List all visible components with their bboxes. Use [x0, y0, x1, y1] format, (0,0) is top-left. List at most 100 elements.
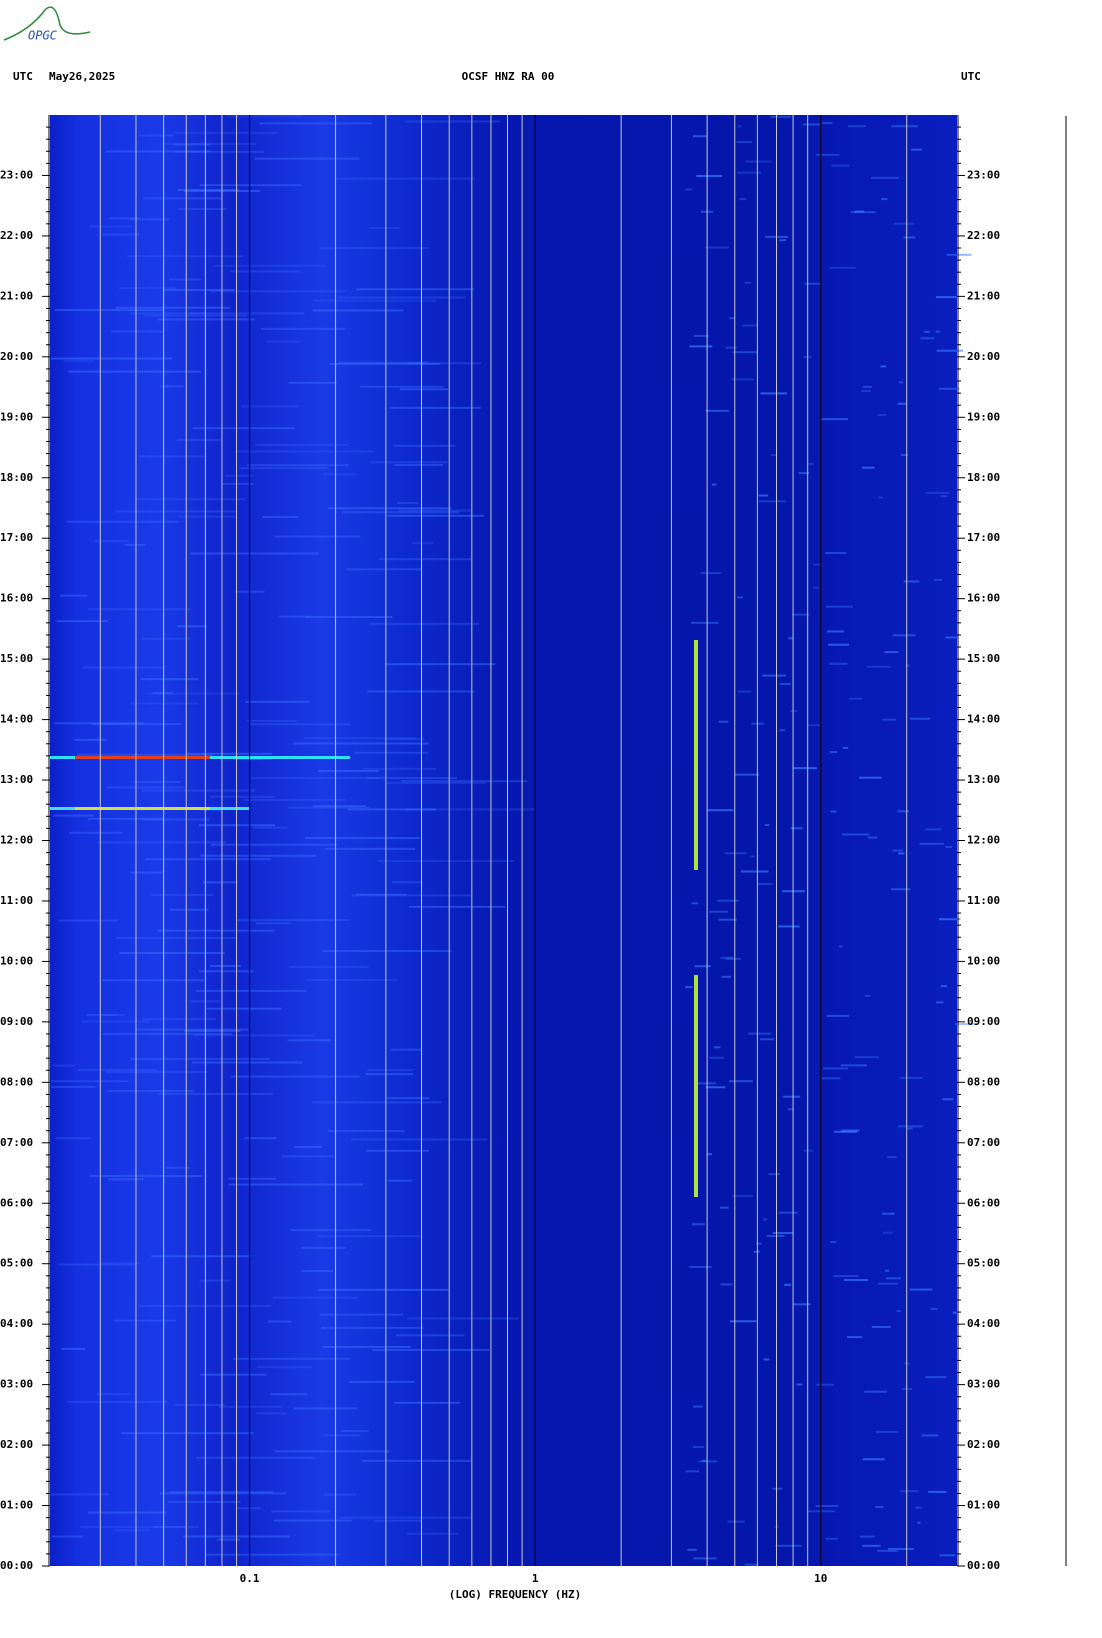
- texture: [210, 964, 241, 967]
- texture: [709, 910, 729, 913]
- texture: [770, 115, 792, 118]
- texture: [102, 233, 140, 236]
- texture: [189, 1000, 220, 1003]
- texture: [82, 666, 166, 669]
- texture: [255, 922, 291, 925]
- texture: [217, 1538, 240, 1541]
- texture: [177, 515, 237, 518]
- texture: [829, 751, 838, 754]
- texture: [729, 1320, 757, 1323]
- texture: [827, 630, 844, 633]
- texture: [766, 1234, 785, 1237]
- texture: [864, 1390, 887, 1393]
- y-tick-label: 23:00: [0, 168, 33, 181]
- texture: [935, 296, 957, 299]
- texture: [301, 1246, 346, 1249]
- texture: [366, 1149, 429, 1152]
- texture: [384, 663, 496, 666]
- texture: [88, 608, 191, 611]
- texture: [103, 1032, 233, 1035]
- texture: [107, 1090, 195, 1093]
- x-tick-label: 0.1: [240, 1572, 260, 1585]
- texture: [195, 989, 307, 992]
- texture: [294, 1145, 322, 1148]
- texture: [866, 665, 891, 668]
- texture: [131, 871, 164, 874]
- feature: [75, 807, 210, 810]
- texture: [348, 1380, 415, 1383]
- texture: [247, 464, 349, 467]
- texture: [830, 810, 837, 813]
- texture: [739, 198, 747, 201]
- texture: [160, 385, 184, 388]
- texture: [778, 1211, 798, 1214]
- texture: [886, 1277, 901, 1280]
- texture: [193, 1034, 315, 1037]
- texture: [338, 361, 428, 364]
- texture: [790, 827, 803, 830]
- y-tick-label: 02:00: [967, 1438, 1000, 1451]
- texture: [290, 1229, 371, 1232]
- texture: [763, 1218, 767, 1221]
- texture: [689, 345, 713, 348]
- texture: [253, 826, 288, 829]
- texture: [940, 495, 948, 498]
- texture: [831, 164, 850, 167]
- feature: [694, 975, 698, 1197]
- texture: [798, 472, 810, 475]
- texture: [190, 552, 319, 555]
- texture: [81, 1020, 150, 1023]
- texture: [121, 1432, 254, 1435]
- texture: [346, 568, 422, 571]
- texture: [833, 1275, 859, 1278]
- texture: [89, 225, 132, 228]
- texture: [946, 253, 972, 256]
- texture: [66, 520, 179, 523]
- texture: [50, 1493, 109, 1496]
- y-tick-label: 09:00: [0, 1015, 33, 1028]
- texture: [114, 1529, 150, 1532]
- texture: [94, 540, 129, 543]
- texture: [118, 287, 177, 290]
- texture: [214, 264, 326, 267]
- texture: [763, 1358, 770, 1361]
- texture: [319, 247, 429, 250]
- texture: [762, 674, 786, 677]
- texture: [803, 123, 820, 126]
- texture: [169, 908, 209, 911]
- texture: [711, 483, 717, 486]
- texture: [267, 1320, 292, 1323]
- texture: [756, 1242, 762, 1245]
- texture: [68, 831, 123, 834]
- texture: [245, 700, 310, 703]
- texture: [406, 1532, 459, 1535]
- texture: [928, 1490, 947, 1493]
- texture: [211, 843, 337, 846]
- texture: [314, 299, 437, 302]
- texture: [882, 718, 897, 721]
- texture: [877, 1282, 898, 1285]
- y-tick-label: 07:00: [0, 1136, 33, 1149]
- texture: [847, 125, 866, 128]
- texture: [934, 578, 942, 581]
- texture: [367, 690, 475, 693]
- texture: [304, 837, 420, 840]
- texture: [106, 786, 185, 789]
- texture: [899, 381, 904, 384]
- texture: [793, 767, 817, 770]
- texture: [757, 883, 773, 886]
- texture: [304, 737, 417, 740]
- texture: [847, 1336, 863, 1339]
- texture: [685, 986, 693, 989]
- texture: [254, 157, 360, 160]
- y-tick-label: 03:00: [967, 1378, 1000, 1391]
- y-tick-label: 01:00: [0, 1499, 33, 1512]
- texture: [393, 1401, 460, 1404]
- texture: [942, 1098, 954, 1101]
- y-tick-label: 13:00: [967, 773, 1000, 786]
- texture: [58, 919, 118, 922]
- texture: [140, 678, 198, 681]
- texture: [138, 1305, 272, 1308]
- texture: [157, 929, 275, 932]
- texture: [202, 881, 238, 884]
